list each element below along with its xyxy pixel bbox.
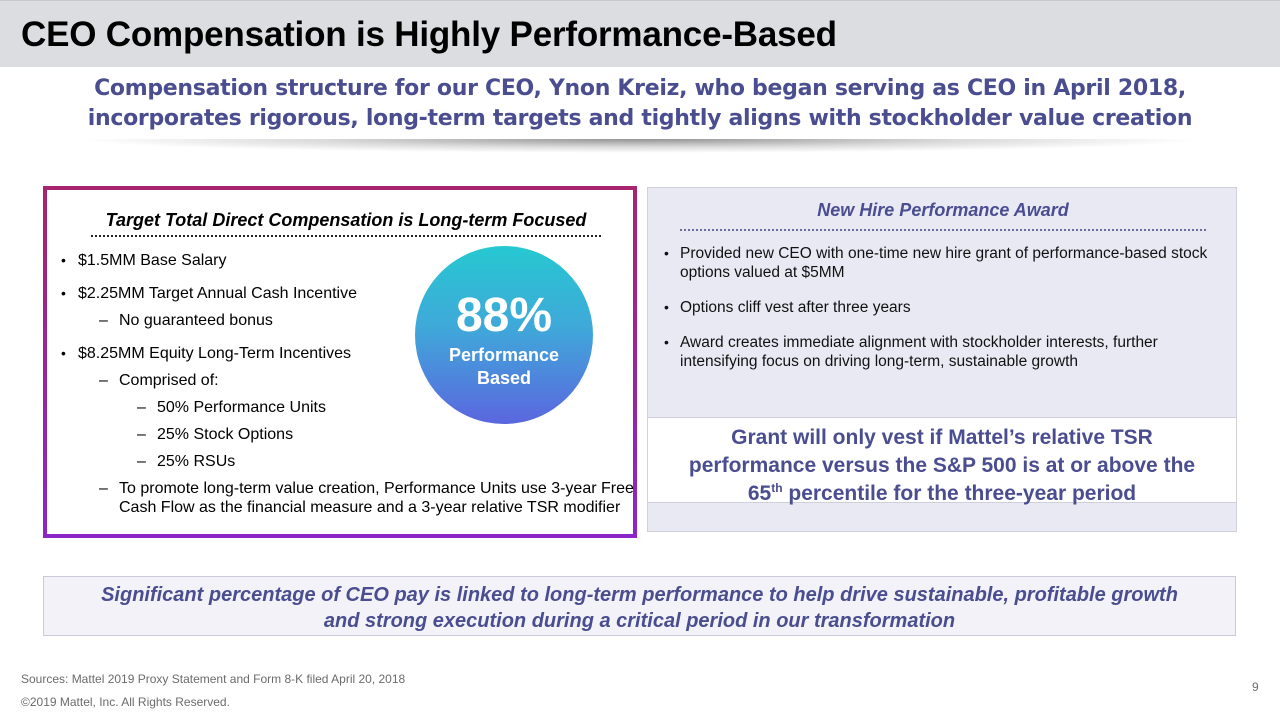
list-item: • Options cliff vest after three years: [664, 298, 1230, 317]
summary-line-1: Significant percentage of CEO pay is lin…: [101, 584, 1178, 606]
bullet-icon: •: [664, 299, 669, 315]
list-item: • $2.25MM Target Annual Cash Incentive: [61, 285, 357, 303]
list-item: –50% Performance Units: [137, 399, 326, 417]
summary-line-2: and strong execution during a critical p…: [323, 610, 956, 632]
left-panel-heading: Target Total Direct Compensation is Long…: [91, 210, 601, 237]
performance-percent: 88%: [455, 289, 553, 342]
copyright-note: ©2019 Mattel, Inc. All Rights Reserved.: [21, 695, 230, 709]
ordinal-suffix: th: [771, 481, 783, 495]
list-item-text: $8.25MM Equity Long-Term Incentives: [78, 345, 352, 362]
slide-subtitle: Compensation structure for our CEO, Ynon…: [60, 74, 1220, 134]
dash-icon: –: [137, 453, 146, 470]
bullet-icon: •: [61, 252, 66, 268]
list-item-text: 25% RSUs: [157, 453, 236, 470]
callout-line-3: 65th percentile for the three-year perio…: [648, 480, 1236, 508]
target-compensation-panel: Target Total Direct Compensation is Long…: [43, 186, 637, 538]
list-item: –25% RSUs: [137, 453, 235, 471]
award-list: • Provided new CEO with one-time new hir…: [664, 244, 1230, 387]
performance-label: Performance Based: [415, 344, 593, 390]
list-item-text: Options cliff vest after three years: [680, 299, 911, 316]
page-number: 9: [1252, 680, 1259, 694]
list-item-text: 25% Stock Options: [157, 426, 294, 443]
list-item: • Provided new CEO with one-time new hir…: [664, 244, 1230, 282]
bullet-icon: •: [61, 345, 66, 361]
dash-icon: –: [137, 426, 146, 443]
dash-icon: –: [99, 480, 108, 497]
list-item: • $8.25MM Equity Long-Term Incentives: [61, 345, 351, 363]
right-panel-heading: New Hire Performance Award: [680, 200, 1206, 231]
list-item-text: Provided new CEO with one-time new hire …: [680, 245, 1208, 281]
dash-icon: –: [137, 399, 146, 416]
slide-title: CEO Compensation is Highly Performance-B…: [21, 15, 837, 54]
sources-note: Sources: Mattel 2019 Proxy Statement and…: [21, 672, 406, 686]
performance-based-circle: 88% Performance Based: [415, 246, 593, 424]
list-item: Cash Flow as the financial measure and a…: [99, 499, 620, 517]
callout-line-1: Grant will only vest if Mattel’s relativ…: [731, 426, 1153, 449]
shadow-divider: [70, 139, 1210, 153]
bullet-icon: •: [61, 285, 66, 301]
summary-statement-box: Significant percentage of CEO pay is lin…: [43, 576, 1236, 636]
vesting-condition-callout: Grant will only vest if Mattel’s relativ…: [648, 417, 1236, 505]
bullet-icon: •: [664, 334, 669, 350]
subtitle-line-1: Compensation structure for our CEO, Ynon…: [94, 76, 1186, 101]
list-item: • Award creates immediate alignment with…: [664, 333, 1230, 371]
list-item: – Comprised of:: [99, 372, 219, 390]
new-hire-award-panel: New Hire Performance Award • Provided ne…: [647, 187, 1237, 532]
title-bar: CEO Compensation is Highly Performance-B…: [0, 0, 1280, 67]
performance-label-line-2: Based: [476, 368, 532, 388]
list-item-text: No guaranteed bonus: [119, 312, 273, 329]
callout-line-3-text: percentile for the three-year period: [782, 482, 1137, 505]
list-item: • $1.5MM Base Salary: [61, 252, 227, 270]
list-item-text: Comprised of:: [119, 372, 219, 389]
percentile-number: 65: [747, 482, 772, 505]
list-item-text: Cash Flow as the financial measure and a…: [119, 499, 621, 516]
list-item-text: $1.5MM Base Salary: [78, 252, 227, 269]
list-item-text: To promote long-term value creation, Per…: [119, 480, 634, 497]
list-item-text: $2.25MM Target Annual Cash Incentive: [78, 285, 357, 302]
performance-label-line-1: Performance: [448, 345, 560, 365]
list-item-text: 50% Performance Units: [157, 399, 326, 416]
subtitle-line-2: incorporates rigorous, long-term targets…: [87, 106, 1193, 131]
callout-line-2: performance versus the S&P 500 is at or …: [688, 454, 1196, 477]
list-item: – No guaranteed bonus: [99, 312, 273, 330]
list-item: – To promote long-term value creation, Pe…: [99, 480, 634, 498]
list-item: –25% Stock Options: [137, 426, 293, 444]
list-item-text: Award creates immediate alignment with s…: [680, 334, 1158, 370]
bullet-icon: •: [664, 245, 669, 261]
dash-icon: –: [99, 312, 108, 329]
dash-icon: –: [99, 372, 108, 389]
